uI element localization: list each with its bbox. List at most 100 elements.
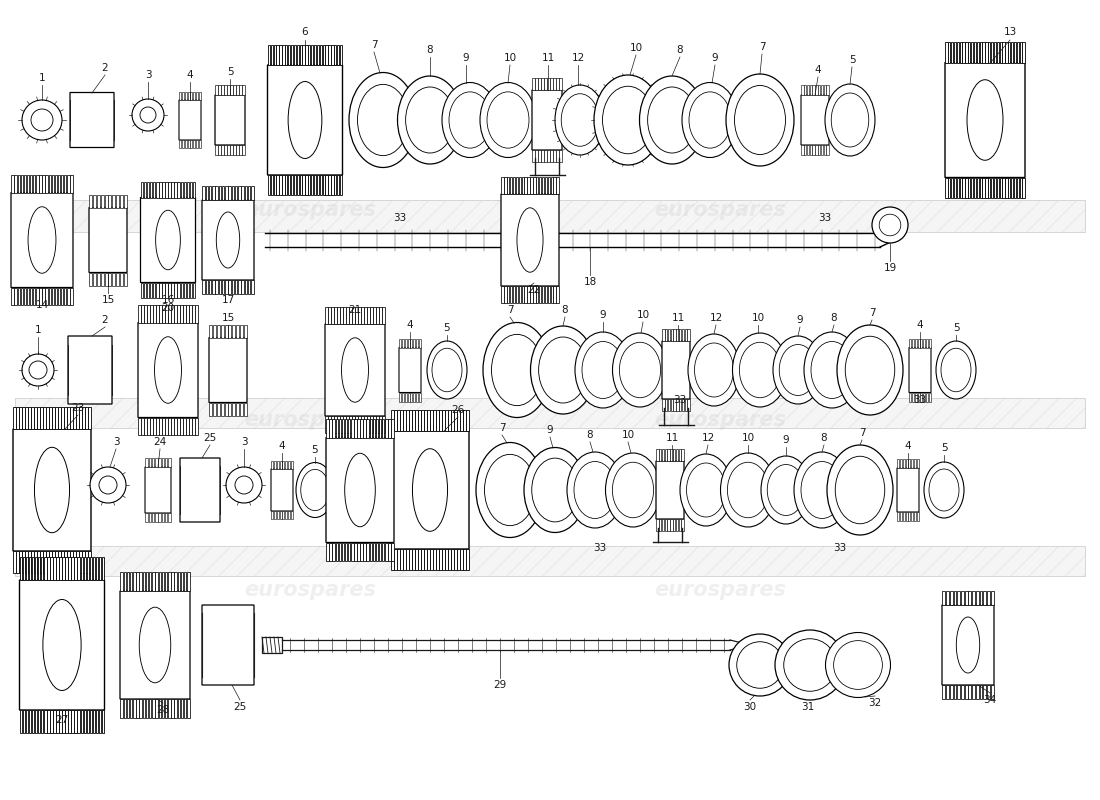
Bar bbox=[99, 557, 101, 580]
Text: eurospares: eurospares bbox=[654, 410, 785, 430]
Bar bbox=[162, 458, 164, 467]
Bar bbox=[79, 407, 81, 429]
Bar bbox=[371, 307, 373, 324]
Bar bbox=[402, 338, 404, 347]
Ellipse shape bbox=[613, 333, 668, 407]
Bar bbox=[986, 178, 988, 198]
Bar bbox=[373, 416, 376, 433]
Bar bbox=[87, 557, 89, 580]
Ellipse shape bbox=[619, 342, 661, 398]
Text: 30: 30 bbox=[744, 702, 757, 712]
Bar bbox=[92, 557, 95, 580]
Bar bbox=[519, 178, 521, 194]
Bar bbox=[430, 549, 432, 570]
Bar bbox=[272, 511, 274, 519]
Bar bbox=[24, 175, 26, 193]
Circle shape bbox=[872, 207, 908, 243]
Text: 6: 6 bbox=[301, 27, 308, 37]
Bar bbox=[153, 282, 155, 298]
Bar bbox=[392, 542, 394, 562]
Bar bbox=[30, 175, 32, 193]
Bar bbox=[383, 416, 385, 433]
Bar bbox=[180, 306, 183, 322]
Text: 14: 14 bbox=[35, 300, 48, 310]
Bar bbox=[172, 282, 174, 298]
Bar bbox=[43, 407, 46, 429]
Bar bbox=[29, 407, 31, 429]
Bar bbox=[968, 590, 971, 605]
Bar bbox=[675, 450, 678, 461]
Text: 8: 8 bbox=[562, 305, 569, 315]
Text: 26: 26 bbox=[451, 405, 464, 415]
Ellipse shape bbox=[603, 86, 653, 154]
Bar bbox=[143, 571, 145, 591]
Bar bbox=[109, 194, 111, 207]
Bar bbox=[133, 571, 135, 591]
Bar bbox=[1020, 178, 1022, 198]
Bar bbox=[466, 410, 469, 431]
Bar bbox=[187, 571, 189, 591]
Bar bbox=[668, 330, 670, 341]
Text: 23: 23 bbox=[72, 403, 85, 413]
Bar bbox=[903, 459, 905, 468]
Bar bbox=[51, 710, 53, 734]
Bar bbox=[94, 273, 96, 286]
Text: 7: 7 bbox=[759, 42, 766, 52]
Bar bbox=[994, 178, 997, 198]
Bar bbox=[818, 85, 821, 95]
Bar bbox=[209, 280, 211, 294]
Bar bbox=[80, 557, 82, 580]
Bar bbox=[657, 519, 659, 530]
Bar bbox=[47, 710, 50, 734]
Bar bbox=[659, 450, 661, 461]
Ellipse shape bbox=[582, 342, 624, 398]
Bar bbox=[962, 178, 965, 198]
Bar bbox=[966, 178, 968, 198]
Bar bbox=[673, 399, 675, 410]
Bar bbox=[359, 416, 361, 433]
Bar bbox=[41, 557, 44, 580]
Text: 9: 9 bbox=[783, 435, 790, 445]
Bar bbox=[60, 175, 64, 193]
Bar bbox=[86, 551, 88, 573]
FancyBboxPatch shape bbox=[141, 198, 196, 282]
FancyBboxPatch shape bbox=[13, 429, 91, 551]
Bar bbox=[221, 402, 223, 415]
Bar bbox=[13, 407, 15, 429]
Bar bbox=[32, 557, 34, 580]
Bar bbox=[954, 590, 957, 605]
Bar bbox=[147, 418, 150, 434]
Bar bbox=[283, 45, 285, 65]
Bar bbox=[1016, 178, 1019, 198]
Bar bbox=[813, 145, 815, 155]
Bar bbox=[179, 140, 182, 148]
Bar bbox=[949, 685, 953, 699]
Bar bbox=[11, 175, 14, 193]
Text: 32: 32 bbox=[868, 698, 881, 708]
Bar bbox=[914, 459, 916, 468]
Ellipse shape bbox=[442, 82, 498, 158]
Bar bbox=[65, 557, 68, 580]
Bar bbox=[53, 407, 55, 429]
Bar bbox=[682, 330, 684, 341]
Bar bbox=[53, 557, 56, 580]
Bar bbox=[221, 145, 223, 155]
Bar bbox=[314, 45, 317, 65]
Bar bbox=[36, 287, 39, 305]
Bar bbox=[229, 280, 231, 294]
Bar bbox=[165, 282, 167, 298]
Text: 9: 9 bbox=[547, 425, 553, 435]
Bar bbox=[553, 178, 556, 194]
Text: 5: 5 bbox=[849, 55, 856, 65]
Bar bbox=[141, 306, 144, 322]
Bar bbox=[148, 513, 151, 522]
Ellipse shape bbox=[300, 470, 329, 510]
Bar bbox=[262, 637, 282, 653]
Bar bbox=[198, 92, 200, 100]
Text: 7: 7 bbox=[869, 308, 876, 318]
Bar bbox=[451, 549, 453, 570]
Bar bbox=[898, 512, 900, 521]
Bar bbox=[41, 407, 43, 429]
FancyBboxPatch shape bbox=[532, 90, 562, 150]
Bar bbox=[79, 551, 81, 573]
